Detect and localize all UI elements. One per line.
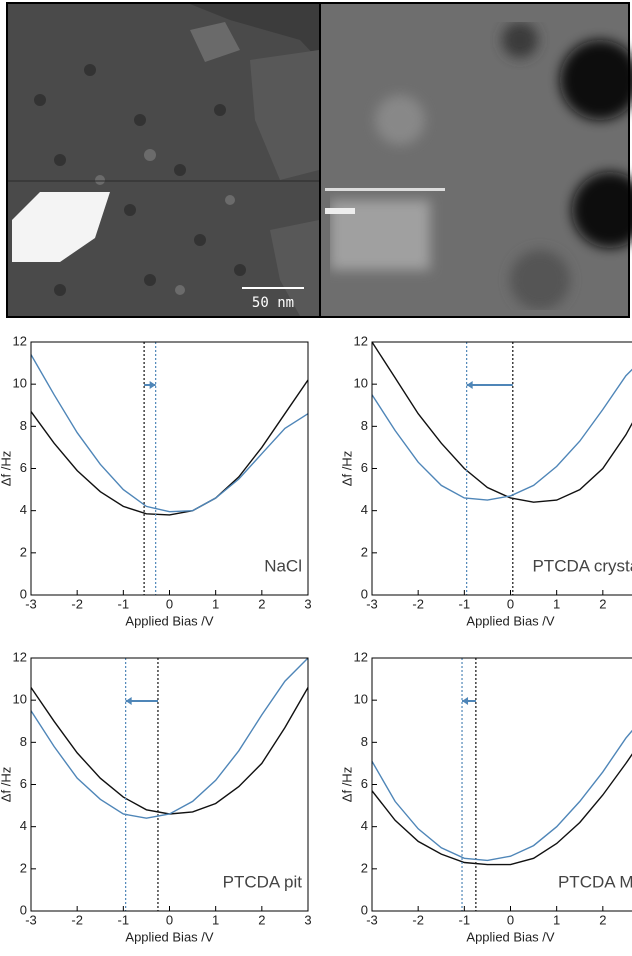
x-tick-label: 2 bbox=[599, 596, 606, 611]
y-axis-label: Δf /Hz bbox=[339, 451, 354, 486]
y-tick-label: 10 bbox=[13, 692, 27, 707]
x-tick-label: -3 bbox=[25, 912, 37, 927]
y-tick-label: 12 bbox=[13, 649, 27, 664]
curve bbox=[30, 354, 309, 513]
y-tick-label: 6 bbox=[20, 460, 27, 475]
x-axis-label: Applied Bias /V bbox=[125, 929, 213, 944]
y-tick-label: 0 bbox=[361, 902, 368, 917]
y-axis-label: Δf /Hz bbox=[0, 451, 13, 486]
x-tick-label: 3 bbox=[304, 912, 311, 927]
y-tick-label: 4 bbox=[20, 502, 27, 517]
y-tick-label: 10 bbox=[354, 692, 368, 707]
curve bbox=[371, 729, 632, 862]
x-tick-label: 1 bbox=[553, 596, 560, 611]
panel-label: NaCl bbox=[264, 556, 302, 575]
x-tick-label: 0 bbox=[507, 596, 514, 611]
y-tick-label: 12 bbox=[354, 649, 368, 664]
x-axis-label: Applied Bias /V bbox=[466, 929, 554, 944]
x-tick-label: -2 bbox=[71, 596, 83, 611]
panel-label: PTCDA crystal bbox=[532, 556, 632, 575]
plot-frame bbox=[371, 657, 632, 912]
plot-frame bbox=[30, 341, 309, 596]
y-tick-label: 8 bbox=[20, 734, 27, 749]
curve bbox=[30, 379, 309, 516]
y-tick-label: 12 bbox=[354, 333, 368, 348]
curve bbox=[30, 687, 309, 815]
y-tick-label: 6 bbox=[361, 776, 368, 791]
y-tick-label: 6 bbox=[361, 460, 368, 475]
x-axis-label: Applied Bias /V bbox=[466, 613, 554, 628]
plot-frame bbox=[371, 341, 632, 596]
x-tick-label: 2 bbox=[599, 912, 606, 927]
x-tick-label: -2 bbox=[412, 596, 424, 611]
x-tick-label: 0 bbox=[166, 912, 173, 927]
curve bbox=[371, 753, 632, 866]
y-tick-label: 2 bbox=[20, 860, 27, 875]
kpfm-image bbox=[321, 4, 632, 316]
y-tick-label: 0 bbox=[361, 586, 368, 601]
topography-image: 50 nm bbox=[8, 4, 319, 316]
x-tick-label: 2 bbox=[258, 596, 265, 611]
y-tick-label: 12 bbox=[13, 333, 27, 348]
y-axis-label: Δf /Hz bbox=[339, 767, 354, 802]
x-tick-label: 1 bbox=[553, 912, 560, 927]
curve bbox=[371, 368, 632, 501]
x-tick-label: -1 bbox=[118, 912, 130, 927]
x-tick-label: 1 bbox=[212, 596, 219, 611]
x-tick-label: 0 bbox=[166, 596, 173, 611]
shift-arrowhead bbox=[149, 381, 156, 390]
shift-arrowhead bbox=[466, 381, 473, 390]
x-tick-label: 0 bbox=[507, 912, 514, 927]
image-frame bbox=[6, 2, 630, 318]
y-tick-label: 4 bbox=[20, 818, 27, 833]
x-tick-label: -3 bbox=[25, 596, 37, 611]
scale-bar-label: 50 nm bbox=[252, 295, 294, 311]
y-axis-label: Δf /Hz bbox=[0, 767, 13, 802]
y-tick-label: 2 bbox=[20, 544, 27, 559]
y-tick-label: 8 bbox=[361, 734, 368, 749]
y-tick-label: 4 bbox=[361, 818, 368, 833]
panel-label: PTCDA ML bbox=[558, 872, 632, 891]
x-tick-label: 1 bbox=[212, 912, 219, 927]
plot-frame bbox=[30, 657, 309, 912]
panel-label: PTCDA pit bbox=[223, 872, 303, 891]
y-tick-label: 10 bbox=[13, 376, 27, 391]
y-tick-label: 2 bbox=[361, 544, 368, 559]
x-tick-label: -3 bbox=[366, 912, 378, 927]
x-tick-label: -1 bbox=[459, 596, 471, 611]
x-tick-label: -1 bbox=[459, 912, 471, 927]
y-tick-label: 6 bbox=[20, 776, 27, 791]
y-tick-label: 0 bbox=[20, 902, 27, 917]
y-tick-label: 4 bbox=[361, 502, 368, 517]
y-tick-label: 8 bbox=[361, 418, 368, 433]
x-tick-label: 3 bbox=[304, 596, 311, 611]
y-tick-label: 8 bbox=[20, 418, 27, 433]
curve bbox=[371, 341, 632, 503]
x-tick-label: -3 bbox=[366, 596, 378, 611]
x-tick-label: -2 bbox=[71, 912, 83, 927]
shift-arrowhead bbox=[125, 697, 132, 706]
x-tick-label: -2 bbox=[412, 912, 424, 927]
x-axis-label: Applied Bias /V bbox=[125, 613, 213, 628]
x-tick-label: -1 bbox=[118, 596, 130, 611]
y-tick-label: 10 bbox=[354, 376, 368, 391]
curve bbox=[30, 657, 309, 819]
x-tick-label: 2 bbox=[258, 912, 265, 927]
y-tick-label: 2 bbox=[361, 860, 368, 875]
shift-arrowhead bbox=[462, 697, 469, 706]
y-tick-label: 0 bbox=[20, 586, 27, 601]
